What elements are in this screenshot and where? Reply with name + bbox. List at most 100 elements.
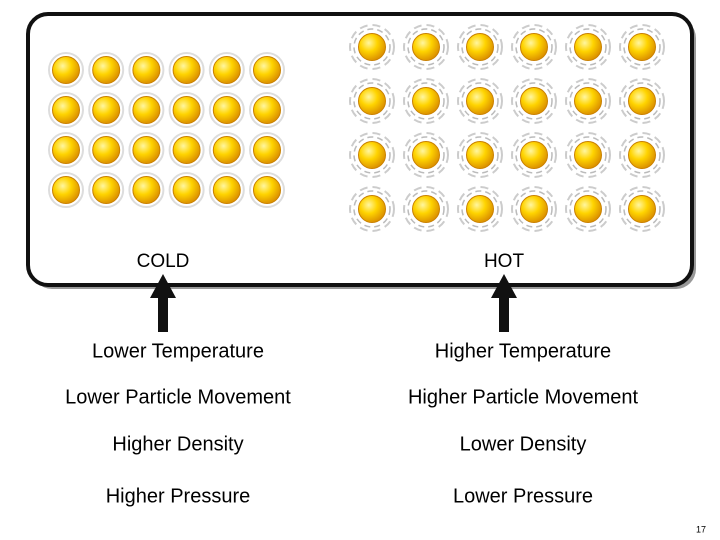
hot-particle-ring [457,78,503,124]
hot-particle-ring [407,28,445,66]
cold-particle [172,136,201,164]
hot-particle-ring [511,186,557,232]
hot-particle-ring [619,78,665,124]
cold-particle-glow [48,132,84,168]
cold-particle [212,96,241,124]
cold-label: COLD [137,251,190,272]
cold-particle-glow [48,92,84,128]
hot-particle-ring [457,186,503,232]
hot-particle [628,33,656,61]
cold-particle-glow [48,52,84,88]
hot-property: Lower Pressure [453,485,593,507]
hot-particle [412,87,440,115]
cold-particle [212,56,241,84]
hot-particle-ring [353,136,391,174]
hot-particle [628,87,656,115]
hot-particle-ring [457,132,503,178]
cold-particle [92,136,121,164]
hot-property: Higher Particle Movement [408,386,639,408]
cold-particle [212,136,241,164]
hot-particle [466,87,494,115]
hot-arrow [491,274,517,332]
hot-label: HOT [484,251,525,272]
cold-particle-glow [88,52,125,88]
hot-particle-ring [461,136,499,174]
hot-particle-ring [565,186,611,232]
hot-particle-ring [569,28,607,66]
cold-particle [253,96,281,124]
cold-particle-glow [128,172,165,208]
hot-particle-ring [619,132,665,178]
cold-particle [52,136,80,164]
hot-particle-ring [407,136,445,174]
cold-property: Higher Pressure [106,485,251,507]
cold-particle [52,56,80,84]
hot-particle [358,141,386,169]
hot-particle [412,141,440,169]
cold-particle [253,136,281,164]
hot-particle-ring [515,28,553,66]
cold-particle-glow [48,172,84,208]
cold-particle [253,176,281,204]
hot-particle-ring [623,28,661,66]
cold-particle-glow [208,92,245,128]
hot-particle-ring [461,190,499,228]
cold-particle [253,56,281,84]
hot-particle-ring [349,24,395,70]
arrows [150,274,517,332]
hot-particle-ring [565,78,611,124]
cold-particle-glow [249,172,285,208]
hot-particle [574,33,602,61]
cold-particle [52,176,80,204]
hot-particle-ring [515,82,553,120]
cold-particle-glow [128,92,165,128]
hot-particle-ring [349,186,395,232]
hot-particle [520,87,548,115]
hot-particle-ring [565,24,611,70]
cold-particle-glow [88,132,125,168]
hot-particle-ring [623,82,661,120]
hot-particle-ring [353,28,391,66]
cold-particle-glow [208,52,245,88]
hot-particle-ring [353,190,391,228]
cold-particle-glow [249,92,285,128]
hot-particle [466,33,494,61]
cold-particle [132,96,161,124]
hot-particle [520,33,548,61]
cold-particle [212,176,241,204]
hot-particle [574,87,602,115]
hot-particle-ring [407,190,445,228]
cold-particle [172,56,201,84]
hot-particle [574,141,602,169]
hot-particle-ring [623,136,661,174]
hot-particle-ring [403,186,449,232]
hot-particle-ring [515,190,553,228]
hot-particle [358,195,386,223]
hot-particle-ring [349,132,395,178]
cold-particle [132,176,161,204]
hot-particle-ring [511,78,557,124]
cold-particle [172,96,201,124]
cold-particle-glow [88,92,125,128]
cold-property: Higher Density [112,433,243,455]
cold-particle-glow [168,52,205,88]
hot-particle [358,87,386,115]
hot-particle [412,195,440,223]
hot-particle [466,141,494,169]
hot-particle [628,195,656,223]
hot-particle [466,195,494,223]
cold-particle-glow [208,172,245,208]
hot-particle [520,195,548,223]
cold-property: Lower Particle Movement [65,386,291,408]
hot-particle-ring [569,190,607,228]
hot-particle-ring [403,24,449,70]
hot-particle-ring [511,132,557,178]
cold-particle-glow [249,52,285,88]
cold-particle-glow [128,132,165,168]
cold-property: Lower Temperature [92,340,264,362]
properties: Lower Temperature Lower Particle Movement… [65,340,638,507]
hot-particle-ring [569,82,607,120]
hot-particle-ring [353,82,391,120]
cold-particle [172,176,201,204]
cold-particle [132,56,161,84]
